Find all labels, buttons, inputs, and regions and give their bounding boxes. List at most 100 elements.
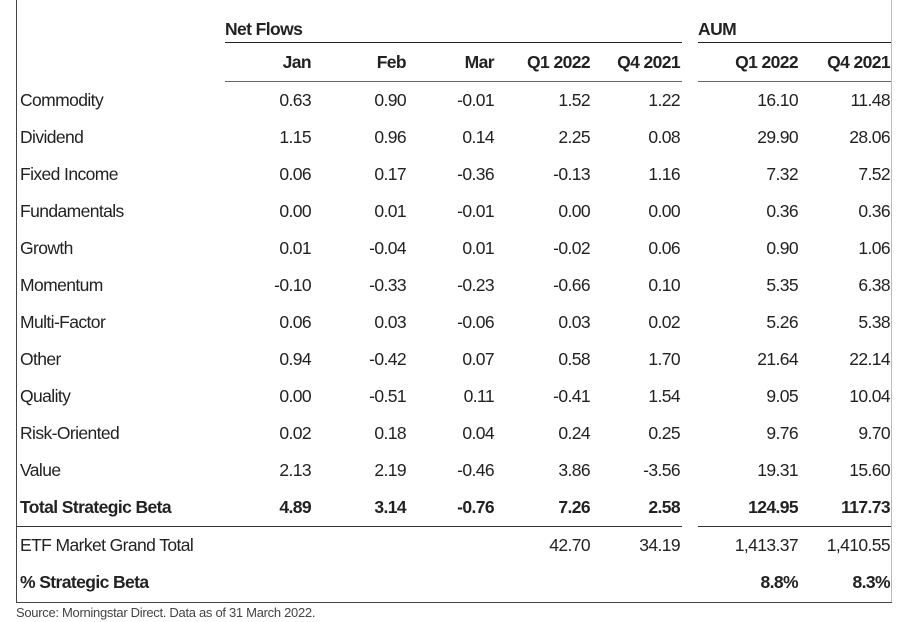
- cell-feb: -0.51: [369, 386, 406, 406]
- source-note: Source: Morningstar Direct. Data as of 3…: [16, 605, 316, 620]
- cell-feb: 0.18: [374, 423, 406, 443]
- column-gap: [682, 489, 698, 527]
- cell-nf-q4: 1.54: [648, 386, 681, 406]
- cell-nf-q4: 0.08: [648, 127, 681, 147]
- column-gap: [682, 527, 698, 565]
- cell-feb: 2.19: [374, 460, 406, 480]
- cell-aum-q4: 10.04: [849, 386, 891, 406]
- col-header-nf-q1-2022: Q1 2022: [496, 42, 592, 82]
- cell-nf-q4: 0.02: [648, 312, 681, 332]
- cell-aum-q4: 117.73: [800, 489, 893, 527]
- cell-aum-q1: 8.8%: [760, 572, 799, 592]
- cell-jan: [225, 564, 313, 601]
- right-border: [891, 0, 892, 603]
- row-label: Multi-Factor: [20, 312, 106, 332]
- cell-aum-q4: 15.60: [849, 460, 891, 480]
- bottom-border: [16, 602, 892, 603]
- pct-strategic-beta-row: % Strategic Beta 8.8% 8.3%: [16, 564, 892, 601]
- col-header-aum-q4-2021: Q4 2021: [800, 42, 893, 82]
- left-border: [16, 0, 17, 603]
- table-row: Dividend 1.15 0.96 0.14 2.25 0.08 29.90 28.06: [16, 119, 892, 156]
- column-gap: [682, 267, 698, 304]
- cell-nf-q4: 0.00: [648, 201, 681, 221]
- cell-mar: [408, 527, 496, 565]
- cell-aum-q1: 9.05: [766, 386, 799, 406]
- cell-jan: 2.13: [279, 460, 311, 480]
- row-label: Other: [20, 349, 61, 369]
- cell-mar: -0.01: [457, 201, 494, 221]
- table-row: Other 0.94 -0.42 0.07 0.58 1.70 21.64 22.14: [16, 341, 892, 378]
- table-row: Fixed Income 0.06 0.17 -0.36 -0.13 1.16 7.32 7.…: [16, 156, 892, 193]
- cell-feb: -0.04: [369, 238, 406, 258]
- cell-feb: [313, 564, 408, 601]
- cell-feb: 0.96: [374, 127, 406, 147]
- col-header-feb: Feb: [313, 42, 408, 82]
- column-gap: [682, 452, 698, 489]
- cell-jan: [225, 527, 313, 565]
- row-label: Fundamentals: [20, 201, 124, 221]
- group-header-row: Net Flows AUM: [16, 0, 893, 43]
- cell-jan: 0.63: [279, 90, 311, 110]
- cell-nf-q4: -3.56: [643, 460, 681, 480]
- cell-aum-q1: 0.36: [766, 201, 799, 221]
- cell-mar: -0.23: [457, 275, 494, 295]
- cell-mar: 0.01: [462, 238, 494, 258]
- cell-jan: 0.06: [279, 312, 311, 332]
- cell-nf-q1: [496, 564, 592, 601]
- col-header-aum-q1-2022: Q1 2022: [698, 42, 801, 82]
- cell-mar: -0.06: [457, 312, 494, 332]
- table-row: Multi-Factor 0.06 0.03 -0.06 0.03 0.02 5.26 5.3…: [16, 304, 892, 341]
- cell-aum-q4: 1,410.55: [826, 535, 891, 555]
- cell-aum-q4: 6.38: [858, 275, 891, 295]
- cell-aum-q4: 5.38: [858, 312, 891, 332]
- row-label: Growth: [20, 238, 73, 258]
- cell-nf-q1: -0.02: [553, 238, 590, 258]
- cell-aum-q1: 1,413.37: [734, 535, 799, 555]
- cell-nf-q1: 42.70: [549, 535, 590, 555]
- total-strategic-beta-row: Total Strategic Beta 4.89 3.14 -0.76 7.26 2.5…: [16, 489, 893, 527]
- cell-nf-q4: 1.16: [648, 164, 681, 184]
- table-row: Growth 0.01 -0.04 0.01 -0.02 0.06 0.90 1.06: [16, 230, 892, 267]
- cell-aum-q4: 22.14: [849, 349, 891, 369]
- cell-aum-q1: 0.90: [766, 238, 799, 258]
- cell-jan: 1.15: [279, 127, 311, 147]
- cell-feb: 0.03: [374, 312, 406, 332]
- cell-jan: -0.10: [274, 275, 311, 295]
- flows-table-frame: Net Flows AUM Jan Feb Mar Q1 2022 Q4 202…: [16, 0, 893, 603]
- cell-nf-q4: 1.22: [648, 90, 681, 110]
- cell-aum-q1: 19.31: [757, 460, 799, 480]
- table-row: Fundamentals 0.00 0.01 -0.01 0.00 0.00 0.36 0.3…: [16, 193, 892, 230]
- cell-aum-q4: 7.52: [858, 164, 891, 184]
- column-gap: [682, 119, 698, 156]
- column-gap: [682, 564, 698, 601]
- cell-aum-q1: 5.35: [766, 275, 799, 295]
- cell-jan: 4.89: [225, 489, 313, 527]
- cell-aum-q4: 0.36: [858, 201, 891, 221]
- cell-mar: -0.36: [457, 164, 494, 184]
- cell-feb: 0.90: [374, 90, 406, 110]
- cell-feb: -0.42: [369, 349, 406, 369]
- row-label: Dividend: [20, 127, 84, 147]
- row-label: Quality: [20, 386, 71, 406]
- column-gap: [682, 304, 698, 341]
- cell-feb: 0.17: [374, 164, 406, 184]
- cell-nf-q4: 2.58: [592, 489, 683, 527]
- column-header-row: Jan Feb Mar Q1 2022 Q4 2021 Q1 2022 Q4 2…: [16, 42, 893, 82]
- strategic-beta-flows-table: Net Flows AUM Jan Feb Mar Q1 2022 Q4 202…: [16, 0, 893, 601]
- cell-nf-q4: [592, 564, 682, 601]
- cell-jan: 0.00: [279, 201, 311, 221]
- row-label: Momentum: [20, 275, 103, 295]
- table-row: Momentum -0.10 -0.33 -0.23 -0.66 0.10 5.35 6.38: [16, 267, 892, 304]
- cell-aum-q4: 9.70: [858, 423, 891, 443]
- cell-mar: 0.14: [462, 127, 494, 147]
- column-gap: [682, 156, 698, 193]
- col-header-jan: Jan: [225, 42, 313, 82]
- col-header-mar: Mar: [408, 42, 496, 82]
- cell-mar: -0.01: [457, 90, 494, 110]
- row-label: Value: [20, 460, 61, 480]
- col-header-nf-q4-2021: Q4 2021: [592, 42, 683, 82]
- column-gap: [682, 230, 698, 267]
- cell-feb: 0.01: [374, 201, 406, 221]
- cell-aum-q4: 1.06: [858, 238, 891, 258]
- cell-nf-q4: 0.06: [648, 238, 681, 258]
